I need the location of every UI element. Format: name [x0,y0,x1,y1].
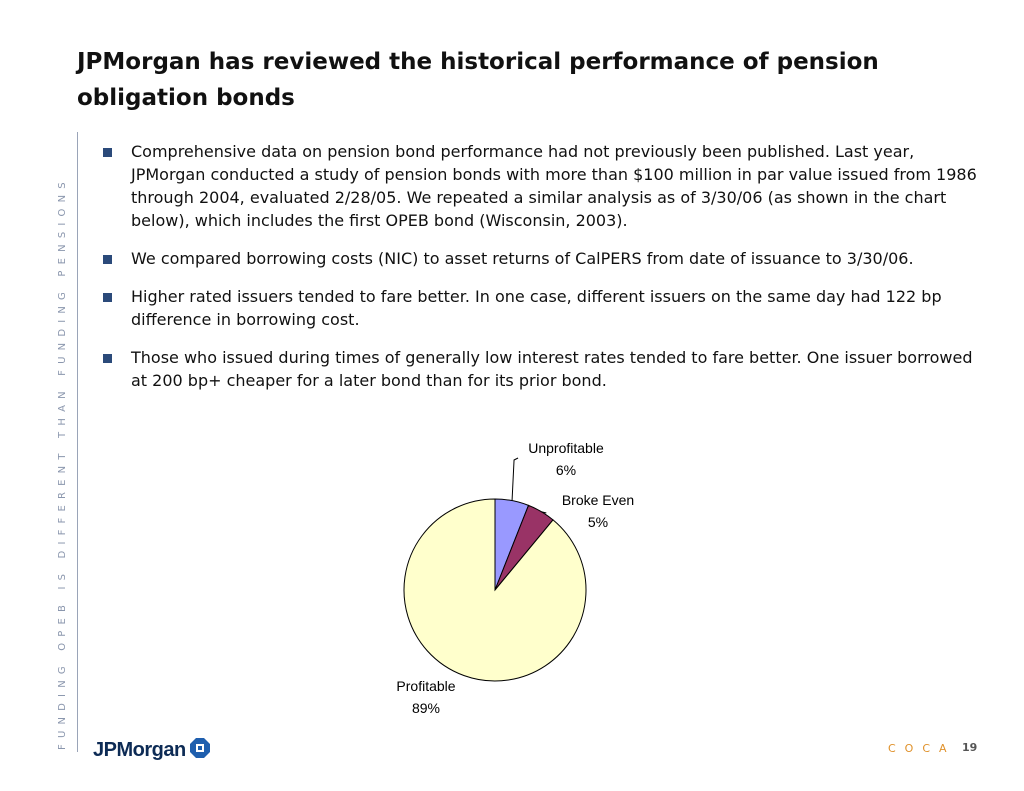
slice-pct-unprofitable: 6% [556,462,576,478]
jpmorgan-logo: JPMorgan [93,737,210,763]
leader-line-unprofitable [511,457,519,501]
pie-chart: Unprofitable 6% Broke Even 5% Profitable… [370,430,690,730]
jpmorgan-octagon-icon [189,738,210,762]
slice-pct-profitable: 89% [412,700,440,716]
logo-wordmark: JPMorgan [93,738,186,761]
leader-line-broke-even [541,511,547,514]
bullet-item: Comprehensive data on pension bond perfo… [103,140,993,232]
slice-label-unprofitable: Unprofitable [528,440,604,456]
slide-title: JPMorgan has reviewed the historical per… [77,49,879,111]
bullet-text: Higher rated issuers tended to fare bett… [131,287,942,329]
slice-label-broke-even: Broke Even [562,492,634,508]
slice-label-profitable: Profitable [396,678,455,694]
bullet-square-icon [103,354,112,363]
bullet-text: Comprehensive data on pension bond perfo… [131,142,977,230]
bullet-square-icon [103,148,112,157]
bullet-list: Comprehensive data on pension bond perfo… [103,140,993,407]
bullet-text: Those who issued during times of general… [131,348,973,390]
footer-code: COCA [888,742,956,755]
bullet-item: Those who issued during times of general… [103,346,993,392]
bullet-square-icon [103,293,112,302]
slice-pct-broke-even: 5% [588,514,608,530]
side-caption: FUNDING OPEB IS DIFFERENT THAN FUNDING P… [57,176,68,750]
bullet-square-icon [103,255,112,264]
side-divider [77,132,78,752]
page-number: 19 [962,741,978,754]
bullet-text: We compared borrowing costs (NIC) to ass… [131,249,914,268]
slice-profitable [403,498,587,682]
pie-chart-svg: Unprofitable 6% Broke Even 5% Profitable… [396,440,634,716]
bullet-item: We compared borrowing costs (NIC) to ass… [103,247,993,270]
bullet-item: Higher rated issuers tended to fare bett… [103,285,993,331]
